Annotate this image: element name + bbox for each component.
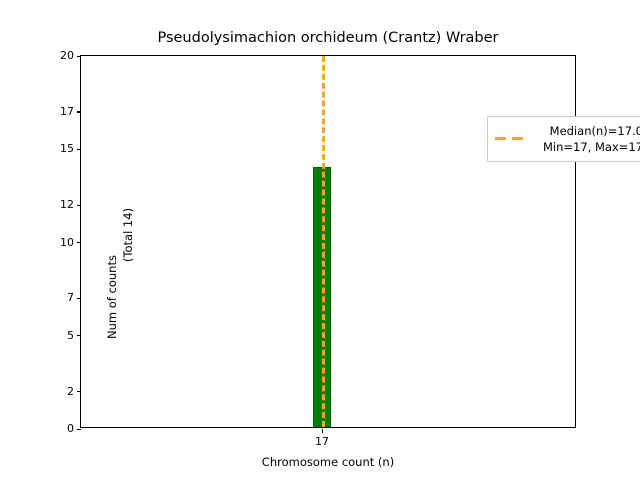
- ytick-mark: [77, 335, 81, 337]
- ytick-label: 7: [67, 291, 74, 305]
- ytick-mark: [77, 111, 81, 113]
- y-axis-sublabel: (Total 14): [121, 207, 135, 263]
- page-title: Pseudolysimachion orchideum (Crantz) Wra…: [157, 30, 499, 46]
- ytick-label: 5: [67, 328, 74, 342]
- x-axis-label: Chromosome count (n): [261, 455, 395, 469]
- ytick-label: 17: [60, 104, 74, 118]
- ytick-mark: [77, 391, 81, 393]
- ytick-label: 12: [60, 198, 74, 212]
- plot-area: 20 17 15 12 10 7 5 2: [60, 49, 640, 448]
- ytick-mark: [77, 297, 81, 300]
- legend-text: Median(n)=17.0 Min=17, Max=17: [536, 123, 640, 155]
- xtick-mark: [321, 429, 323, 433]
- plot-inner: [81, 56, 575, 427]
- ytick-label: 15: [60, 142, 74, 156]
- ytick-label: 10: [60, 235, 74, 249]
- legend-range-label: Min=17, Max=17: [542, 140, 640, 154]
- ytick-mark: [77, 148, 81, 150]
- ytick-label: 20: [60, 49, 74, 62]
- ytick-mark: [77, 55, 81, 57]
- y-axis-label: Num of counts: [105, 255, 119, 339]
- ytick-label: 0: [67, 422, 74, 435]
- xtick-label: 17: [315, 435, 329, 448]
- ytick-mark: [77, 428, 81, 430]
- ytick-mark: [77, 204, 81, 206]
- median-line: [322, 56, 325, 427]
- ytick-label: 2: [67, 384, 74, 398]
- median-line-swatch-icon: [495, 133, 529, 145]
- ytick-mark: [77, 242, 81, 244]
- legend: Median(n)=17.0 Min=17, Max=17: [487, 116, 640, 162]
- legend-median-label: Median(n)=17.0: [549, 124, 640, 138]
